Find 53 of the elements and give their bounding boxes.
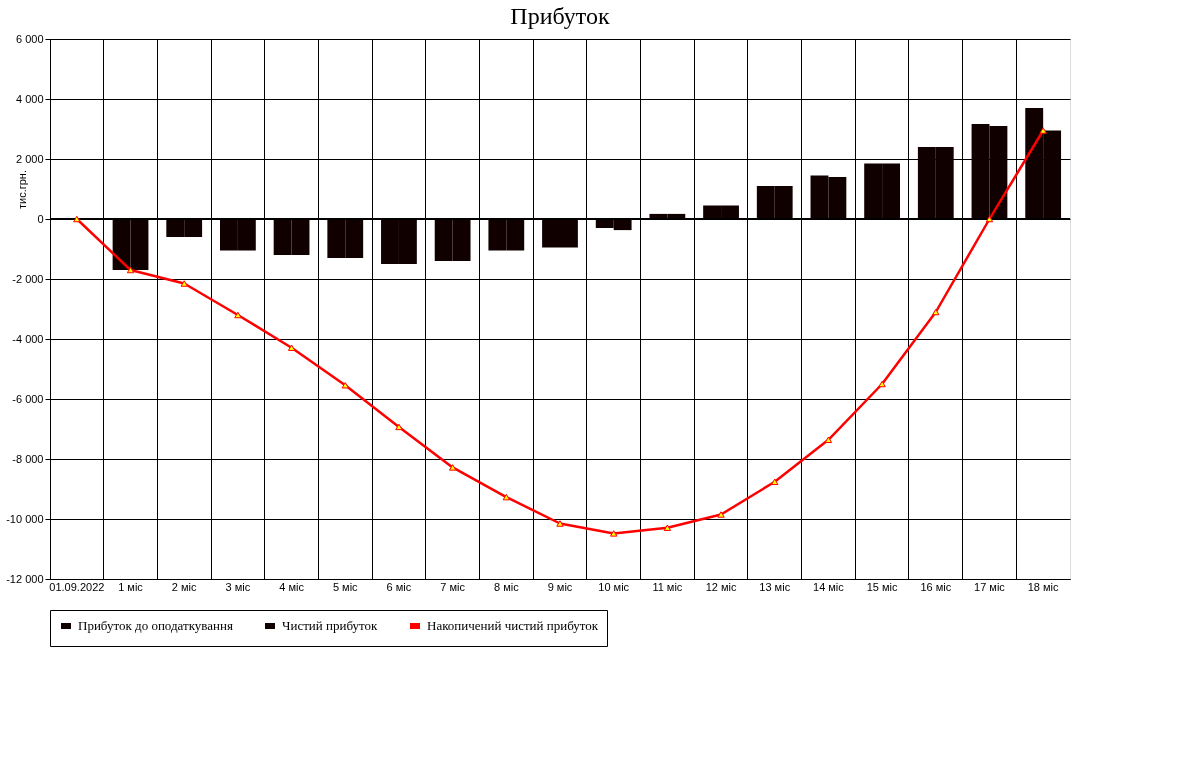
x-tick-label: 7 міс	[440, 580, 466, 593]
x-tick-label: 14 міс	[813, 580, 845, 593]
point	[771, 478, 779, 486]
x-tick-label: 2 міс	[171, 580, 198, 593]
x-tick-label: 12 міс	[705, 580, 737, 593]
x-tick-label: 3 міс	[225, 580, 251, 593]
point	[717, 511, 725, 518]
x-tick-label: 10 міс	[598, 580, 630, 593]
x-tick-label: 18 міс	[1027, 580, 1060, 593]
x-tick-label: 15 міс	[866, 580, 898, 593]
point	[341, 381, 349, 389]
point	[126, 266, 135, 274]
point	[1039, 127, 1047, 134]
x-tick-label: 17 міс	[974, 580, 1006, 593]
y-tick-label: -4 000	[12, 332, 44, 345]
x-tick-label: 01.09.2022	[49, 580, 105, 593]
point	[287, 344, 296, 351]
x-tick-label: 1 міс	[118, 580, 144, 593]
point	[985, 215, 994, 223]
y-tick-label: -2 000	[12, 272, 44, 285]
y-tick-label: -12 000	[6, 572, 44, 585]
y-tick-label: -8 000	[12, 452, 44, 465]
x-tick-label: 9 міс	[547, 580, 573, 593]
legend-label: Чистий прибуток	[282, 618, 379, 633]
point	[878, 380, 886, 388]
y-tick-label: 2 000	[15, 152, 44, 165]
x-tick-label: 6 міс	[386, 580, 412, 593]
point	[663, 524, 672, 531]
point	[448, 464, 457, 471]
legend-label: Накопичений чистий прибуток	[427, 618, 599, 633]
x-tick-label: 4 міс	[279, 580, 305, 593]
x-tick-label: 5 міс	[332, 580, 359, 593]
x-tick-label: 13 міс	[759, 580, 791, 593]
y-axis-title: тис.грн.	[16, 170, 29, 209]
point	[395, 423, 403, 431]
y-tick-label: 4 000	[15, 92, 44, 105]
y-tick-label: -10 000	[6, 512, 44, 525]
point	[556, 520, 564, 527]
point	[502, 493, 510, 501]
point	[180, 280, 188, 287]
legend-label: Прибуток до оподаткування	[78, 618, 233, 633]
x-tick-label: 8 міс	[493, 580, 520, 593]
point	[73, 215, 81, 223]
point	[610, 530, 618, 537]
x-tick-label: 16 міс	[920, 580, 952, 593]
chart-title: Прибуток	[510, 3, 610, 29]
y-tick-label: 6 000	[15, 32, 44, 45]
point	[234, 311, 242, 319]
x-tick-label: 11 міс	[652, 580, 683, 593]
point	[932, 308, 940, 316]
y-tick-label: -6 000	[12, 392, 44, 405]
y-tick-label: 0	[37, 212, 44, 225]
point	[824, 436, 833, 444]
